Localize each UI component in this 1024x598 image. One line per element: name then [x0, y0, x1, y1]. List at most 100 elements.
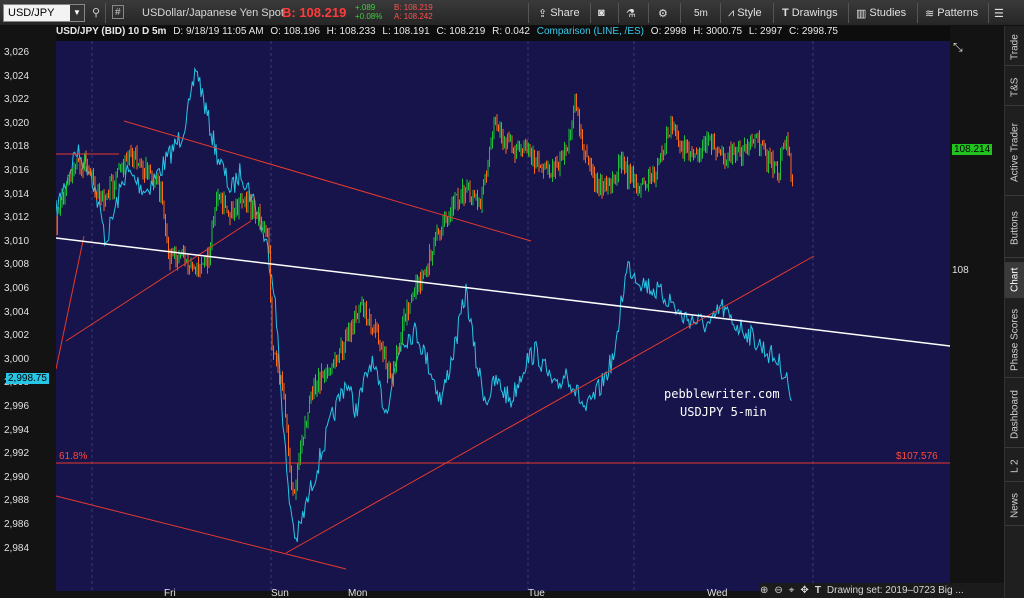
left-tick: 2,992 — [4, 448, 30, 460]
left-tick: 3,024 — [4, 70, 30, 82]
left-price-axis[interactable]: 3,026 3,024 3,022 3,020 3,018 3,016 3,014 3,012… — [0, 41, 56, 591]
chart-area[interactable]: USD/JPY (BID) 10 D 5m D: 9/18/19 11:05 A… — [0, 26, 1004, 598]
side-tab-buttons[interactable]: Buttons — [1005, 200, 1024, 258]
flask-icon: ⚗ — [626, 7, 636, 20]
menu-button[interactable]: ☰ — [994, 5, 1004, 21]
price-chart[interactable] — [55, 41, 951, 591]
bar-range: R: 0.042 — [492, 26, 530, 37]
side-tab-l-2[interactable]: L 2 — [1005, 452, 1024, 482]
time-label: Wed — [707, 588, 728, 598]
time-label: Tue — [528, 588, 545, 598]
drawings-button[interactable]: T Drawings — [782, 5, 838, 21]
side-tab-news[interactable]: News — [1005, 486, 1024, 526]
left-tick: 3,022 — [4, 94, 30, 106]
gear-icon: ⚙ — [658, 7, 668, 20]
es-comparison-line — [55, 66, 793, 543]
style-button[interactable]: ⩘ Style — [728, 5, 762, 21]
style-label: Style — [737, 7, 762, 19]
pan-icon[interactable]: ✥ — [800, 585, 809, 596]
bid-ask: B: 108.219 A: 108.242 — [394, 3, 433, 21]
share-button[interactable]: ⇪ Share — [538, 5, 580, 21]
settings-button[interactable]: ⚙ — [658, 5, 668, 21]
flask-button[interactable]: ⚗ — [626, 5, 636, 21]
timeframe-button[interactable]: 5m — [694, 5, 708, 21]
left-tick: 2,984 — [4, 542, 30, 554]
side-tab-t-s[interactable]: T&S — [1005, 70, 1024, 106]
patterns-icon: ≋ — [925, 7, 935, 20]
side-tab-active-trader[interactable]: Active Trader — [1005, 110, 1024, 196]
drawings-icon: T — [782, 7, 789, 19]
menu-icon: ☰ — [994, 7, 1004, 20]
time-label: Fri — [164, 588, 176, 598]
time-label: Sun — [271, 588, 289, 598]
collapse-icon[interactable]: ⤡ — [953, 40, 963, 54]
link-icon[interactable]: ⚲ — [92, 7, 101, 19]
bar-open: O: 108.196 — [270, 26, 320, 37]
side-tab-chart[interactable]: Chart — [1005, 262, 1024, 298]
status-bar: ⊕ ⊖ ⌖ ✥ T Drawing set: 2019–0723 Big ... — [760, 583, 1004, 598]
red-trendline — [285, 255, 815, 554]
left-tick: 3,008 — [4, 259, 30, 271]
left-tick: 2,990 — [4, 471, 30, 483]
red-trendline — [65, 220, 252, 342]
divider — [773, 3, 774, 23]
watermark-site: pebblewriter.com — [664, 387, 780, 401]
patterns-label: Patterns — [937, 7, 979, 19]
left-tick: 2,986 — [4, 519, 30, 530]
bar-date: D: 9/18/19 11:05 AM — [173, 26, 264, 37]
chevron-down-icon[interactable]: ▼ — [70, 5, 84, 21]
side-tab-trade[interactable]: Trade — [1005, 30, 1024, 66]
zoom-out-icon[interactable]: ⊖ — [774, 585, 783, 596]
drawings-label: Drawings — [791, 7, 838, 19]
divider — [618, 3, 619, 23]
time-label: Mon — [348, 588, 368, 598]
ask-small: A: 108.242 — [394, 12, 433, 21]
crosshair-icon[interactable]: ⌖ — [788, 585, 795, 596]
screenshot-button[interactable]: ◙ — [598, 5, 605, 21]
left-tick: 3,014 — [4, 188, 30, 200]
chart-info-bar: USD/JPY (BID) 10 D 5m D: 9/18/19 11:05 A… — [56, 26, 950, 41]
left-tick: 3,002 — [4, 330, 30, 342]
divider — [988, 3, 989, 23]
bid-small: B: 108.219 — [394, 3, 433, 12]
plot-area[interactable]: pebblewriter.com USDJPY 5-min 61.8% $107… — [55, 40, 963, 591]
right-tick-108: 108 — [952, 265, 969, 276]
change-pct: +0.08% — [355, 12, 383, 21]
divider — [648, 3, 649, 23]
left-tick: 3,018 — [4, 141, 30, 153]
bar-high: H: 108.233 — [326, 26, 376, 37]
side-tab-phase-scores[interactable]: Phase Scores — [1005, 302, 1024, 378]
left-tick: 3,026 — [4, 47, 30, 58]
right-price-axis[interactable]: 108 108.214 — [950, 41, 1004, 591]
symbol-input[interactable]: USD/JPY ▼ — [3, 4, 85, 22]
patterns-button[interactable]: ≋ Patterns — [925, 5, 978, 21]
share-label: Share — [550, 7, 580, 19]
comparison-title: Comparison (LINE, /ES) — [536, 26, 645, 37]
bar-low: L: 108.191 — [382, 26, 430, 37]
studies-icon: ▥ — [856, 7, 867, 20]
left-tick: 3,016 — [4, 165, 30, 176]
studies-button[interactable]: ▥ Studies — [856, 5, 906, 21]
fib-label-right: $107.576 — [896, 451, 938, 462]
cmp-close: C: 2998.75 — [789, 26, 838, 37]
left-tick: 2,994 — [4, 424, 30, 436]
hash-icon[interactable]: # — [112, 5, 124, 19]
chart-title: USD/JPY (BID) 10 D 5m — [56, 26, 167, 37]
side-tab-bar: Trade T&S Active Trader Buttons Chart Phase S… — [1004, 26, 1024, 598]
divider — [720, 3, 721, 23]
left-tick: 3,006 — [4, 283, 30, 294]
side-tab-dashboard[interactable]: Dashboard — [1005, 382, 1024, 448]
symbol-description: USDollar/Japanese Yen Spot — [142, 7, 284, 19]
symbol-text: USD/JPY — [8, 7, 55, 19]
share-icon: ⇪ — [538, 7, 548, 20]
red-trendline — [55, 495, 347, 570]
drawing-tool-icon[interactable]: T — [814, 585, 821, 596]
cmp-high: H: 3000.75 — [693, 26, 743, 37]
left-tick: 3,000 — [4, 353, 30, 365]
red-trendline — [123, 120, 532, 242]
studies-label: Studies — [869, 7, 907, 19]
zoom-in-icon[interactable]: ⊕ — [760, 585, 769, 596]
divider — [848, 3, 849, 23]
bar-close: C: 108.219 — [436, 26, 486, 37]
